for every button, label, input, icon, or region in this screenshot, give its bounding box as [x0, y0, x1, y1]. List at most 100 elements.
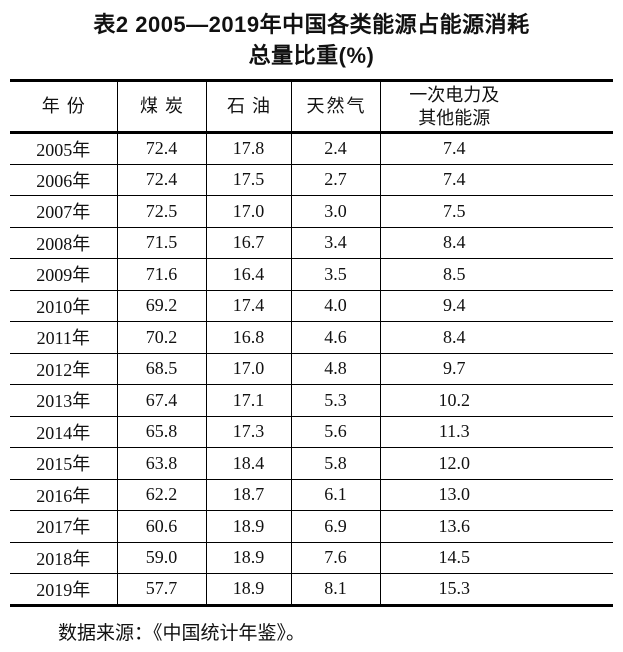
col-header-natural-gas: 天然气 — [290, 80, 380, 134]
value-cell: 4.8 — [290, 352, 380, 385]
value-cell: 60.6 — [116, 510, 206, 542]
value-cell: 10.2 — [379, 384, 613, 416]
value-cell: 15.3 — [379, 573, 613, 605]
value-cell: 17.0 — [205, 352, 291, 385]
value-cell: 62.2 — [116, 478, 206, 511]
table-row: 2010年 69.2 17.4 4.0 9.4 — [10, 289, 613, 322]
header-row: 年份 煤炭 石油 天然气 一次电力及 其他能源 — [10, 80, 613, 134]
value-cell: 63.8 — [116, 447, 206, 479]
value-cell: 71.5 — [116, 226, 206, 259]
value-cell: 7.4 — [379, 163, 613, 196]
table-row: 2011年 70.2 16.8 4.6 8.4 — [10, 321, 613, 353]
year-cell: 2012年 — [10, 352, 117, 385]
value-cell: 13.0 — [379, 478, 613, 511]
year-cell: 2007年 — [10, 195, 117, 227]
year-cell: 2016年 — [10, 478, 117, 511]
value-cell: 8.4 — [379, 321, 613, 353]
value-cell: 72.4 — [116, 132, 206, 164]
energy-consumption-table: 年份 煤炭 石油 天然气 一次电力及 其他能源 2005年 72.4 17.8 2.4… — [10, 79, 613, 607]
value-cell: 16.7 — [205, 226, 291, 259]
table-title-line1: 表2 2005—2019年中国各类能源占能源消耗 — [93, 12, 530, 37]
value-cell: 68.5 — [116, 352, 206, 385]
table-row: 2019年 57.7 18.9 8.1 15.3 — [10, 573, 613, 605]
value-cell: 69.2 — [116, 289, 206, 322]
value-cell: 2.7 — [290, 163, 380, 196]
year-cell: 2006年 — [10, 163, 117, 196]
year-cell: 2008年 — [10, 226, 117, 259]
value-cell: 18.7 — [205, 478, 291, 511]
value-cell: 17.8 — [205, 132, 291, 164]
year-cell: 2018年 — [10, 541, 117, 574]
year-cell: 2014年 — [10, 415, 117, 448]
value-cell: 17.3 — [205, 415, 291, 448]
table-row: 2012年 68.5 17.0 4.8 9.7 — [10, 352, 613, 385]
value-cell: 59.0 — [116, 541, 206, 574]
table-row: 2015年 63.8 18.4 5.8 12.0 — [10, 447, 613, 479]
table-row: 2017年 60.6 18.9 6.9 13.6 — [10, 510, 613, 542]
year-cell: 2005年 — [10, 132, 117, 164]
value-cell: 8.1 — [290, 573, 380, 605]
year-cell: 2017年 — [10, 510, 117, 542]
value-cell: 14.5 — [379, 541, 613, 574]
year-cell: 2011年 — [10, 321, 117, 353]
value-cell: 67.4 — [116, 384, 206, 416]
value-cell: 8.5 — [379, 258, 613, 290]
value-cell: 18.9 — [205, 510, 291, 542]
value-cell: 11.3 — [379, 415, 613, 448]
value-cell: 65.8 — [116, 415, 206, 448]
col-header-oil: 石油 — [205, 80, 291, 134]
col-header-coal: 煤炭 — [116, 80, 206, 134]
year-cell: 2015年 — [10, 447, 117, 479]
value-cell: 72.5 — [116, 195, 206, 227]
value-cell: 16.8 — [205, 321, 291, 353]
table-row: 2009年 71.6 16.4 3.5 8.5 — [10, 258, 613, 290]
value-cell: 2.4 — [290, 132, 380, 164]
value-cell: 6.9 — [290, 510, 380, 542]
value-cell: 5.8 — [290, 447, 380, 479]
value-cell: 18.9 — [205, 541, 291, 574]
value-cell: 7.6 — [290, 541, 380, 574]
value-cell: 4.6 — [290, 321, 380, 353]
table-row: 2014年 65.8 17.3 5.6 11.3 — [10, 415, 613, 448]
value-cell: 16.4 — [205, 258, 291, 290]
data-source-note: 数据来源：《中国统计年鉴》。 — [58, 622, 306, 644]
value-cell: 3.5 — [290, 258, 380, 290]
year-cell: 2010年 — [10, 289, 117, 322]
value-cell: 3.4 — [290, 226, 380, 259]
value-cell: 17.4 — [205, 289, 291, 322]
table-row: 2008年 71.5 16.7 3.4 8.4 — [10, 226, 613, 259]
table-body: 2005年 72.4 17.8 2.4 7.4 2006年 72.4 17.5 2.7 7.4 20… — [10, 132, 613, 605]
col-header-year: 年份 — [10, 80, 117, 134]
value-cell: 17.5 — [205, 163, 291, 196]
value-cell: 18.9 — [205, 573, 291, 605]
value-cell: 4.0 — [290, 289, 380, 322]
value-cell: 17.1 — [205, 384, 291, 416]
table-row: 2005年 72.4 17.8 2.4 7.4 — [10, 132, 613, 164]
year-cell: 2019年 — [10, 573, 117, 605]
table-row: 2006年 72.4 17.5 2.7 7.4 — [10, 163, 613, 196]
value-cell: 13.6 — [379, 510, 613, 542]
value-cell: 71.6 — [116, 258, 206, 290]
table-row: 2018年 59.0 18.9 7.6 14.5 — [10, 541, 613, 574]
table-title-line2: 总量比重(%) — [248, 43, 375, 68]
value-cell: 18.4 — [205, 447, 291, 479]
table-row: 2007年 72.5 17.0 3.0 7.5 — [10, 195, 613, 227]
value-cell: 5.6 — [290, 415, 380, 448]
col-header-primary-electricity-other: 一次电力及 其他能源 — [379, 80, 613, 134]
value-cell: 17.0 — [205, 195, 291, 227]
value-cell: 12.0 — [379, 447, 613, 479]
value-cell: 7.4 — [379, 132, 613, 164]
year-cell: 2013年 — [10, 384, 117, 416]
value-cell: 6.1 — [290, 478, 380, 511]
value-cell: 72.4 — [116, 163, 206, 196]
value-cell: 7.5 — [379, 195, 613, 227]
year-cell: 2009年 — [10, 258, 117, 290]
value-cell: 70.2 — [116, 321, 206, 353]
table-row: 2016年 62.2 18.7 6.1 13.0 — [10, 478, 613, 511]
value-cell: 8.4 — [379, 226, 613, 259]
value-cell: 9.7 — [379, 352, 613, 385]
value-cell: 57.7 — [116, 573, 206, 605]
table-row: 2013年 67.4 17.1 5.3 10.2 — [10, 384, 613, 416]
value-cell: 5.3 — [290, 384, 380, 416]
